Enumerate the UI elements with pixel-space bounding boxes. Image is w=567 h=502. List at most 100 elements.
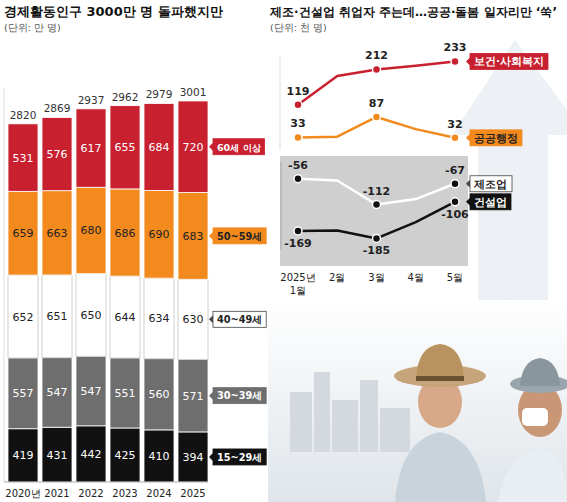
decor-building: [290, 392, 312, 452]
tick-label: 5월: [447, 272, 463, 283]
bar-segment: [42, 275, 72, 358]
legend-swatch: [470, 176, 512, 192]
total-label: 2937: [78, 94, 105, 106]
legend-label: 15~29세: [217, 452, 262, 463]
legend-pointer: [466, 57, 470, 65]
legend-swatch: [213, 311, 266, 327]
background: [268, 300, 567, 502]
bar-segment: [76, 109, 106, 187]
legend-pointer: [466, 180, 470, 188]
legend-pointer: [209, 453, 213, 461]
data-label: 410: [149, 450, 170, 463]
tick-label-line: 3월: [368, 272, 384, 283]
tick-label-line: 2월: [329, 272, 345, 283]
subtitle: (단위: 만 명): [4, 22, 61, 33]
marker: [294, 133, 302, 141]
marker: [451, 57, 459, 65]
legend-item: 60세 이상: [209, 139, 265, 155]
decor-building: [360, 380, 378, 452]
data-label: -185: [363, 244, 391, 257]
data-label: -67: [445, 164, 465, 177]
data-label: -56: [288, 159, 308, 172]
bar-segment: [144, 278, 174, 359]
marker: [373, 65, 381, 73]
decor-arrow: [452, 40, 567, 300]
bar-segment: [178, 101, 208, 193]
tick-label: 2024: [146, 488, 171, 499]
legend-label: 50~59세: [217, 231, 262, 242]
bar-segment: [178, 432, 208, 482]
bar-segment: [110, 276, 140, 358]
data-label: 394: [183, 451, 204, 464]
legend-label: 보건·사회복지: [474, 55, 544, 67]
marker: [294, 175, 302, 183]
tick-label: 2월: [329, 272, 345, 283]
marker: [451, 134, 459, 142]
data-label: 686: [115, 227, 136, 240]
legend-swatch: [213, 449, 266, 465]
tick-label: 2021: [44, 488, 69, 499]
bar-segment: [144, 190, 174, 278]
bar-segment: [42, 427, 72, 482]
marker: [294, 227, 302, 235]
tick-label-line: 4월: [408, 272, 424, 283]
bar-segment: [42, 117, 72, 190]
data-label: 650: [81, 309, 102, 322]
legend-label: 공공행정: [474, 132, 518, 144]
bar-segment: [144, 104, 174, 191]
lines: [294, 57, 459, 141]
bar-segment: [110, 358, 140, 428]
legend-swatch: [470, 130, 522, 146]
legend-item: 공공행정: [466, 130, 522, 146]
bar-labels: 4195576526595312820431547651663576286944…: [10, 86, 207, 464]
axis-line: [4, 88, 5, 482]
data-label: 212: [365, 49, 388, 62]
data-label: 442: [81, 448, 102, 461]
bar-segment: [42, 191, 72, 275]
bar-segment: [178, 192, 208, 279]
bar-segment: [76, 187, 106, 273]
legend-pointer: [466, 198, 470, 206]
legend-item: 15~29세: [209, 449, 266, 465]
data-label: 720: [183, 141, 204, 154]
marker: [373, 234, 381, 242]
bar-segment: [76, 426, 106, 482]
data-label: 425: [115, 449, 136, 462]
data-label: 659: [13, 227, 34, 240]
total-label: 2979: [146, 88, 173, 100]
data-label: 634: [149, 312, 170, 325]
data-label: 576: [47, 148, 68, 161]
data-label: 87: [369, 97, 384, 110]
total-label: 2869: [44, 102, 71, 114]
marker: [451, 180, 459, 188]
bar-segment: [76, 274, 106, 357]
legend-swatch: [470, 194, 511, 210]
legend-label: 제조업: [473, 178, 507, 190]
legend-label: 60세 이상: [217, 142, 261, 153]
tick-label: 2020년: [5, 488, 40, 499]
data-label: 119: [287, 85, 310, 98]
bar-segment: [8, 275, 38, 358]
legend-swatch: [213, 228, 266, 244]
legend-swatch: [213, 388, 266, 404]
marker: [294, 101, 302, 109]
legend-item: 건설업: [466, 194, 511, 210]
legend-pointer: [466, 134, 470, 142]
bar-segment: [8, 358, 38, 429]
data-label: 644: [115, 311, 136, 324]
legend-pointer: [209, 392, 213, 400]
baseline: [4, 482, 208, 483]
decor-hat: [416, 344, 464, 378]
decor-hat: [520, 358, 560, 386]
tick-label: 2023: [112, 488, 137, 499]
decor-building: [314, 372, 330, 452]
title: 제조·건설업 취업자 주는데…공공·돌봄 일자리만 ‘쑥’: [269, 5, 557, 19]
decor-person: [498, 448, 567, 502]
total-label: 3001: [180, 86, 207, 98]
legend-label: 건설업: [474, 196, 507, 208]
bar-segment: [110, 189, 140, 276]
tick-label-line: 5월: [447, 272, 463, 283]
data-label: 655: [115, 141, 136, 154]
bar-segment: [42, 358, 72, 428]
data-label: 651: [47, 310, 68, 323]
